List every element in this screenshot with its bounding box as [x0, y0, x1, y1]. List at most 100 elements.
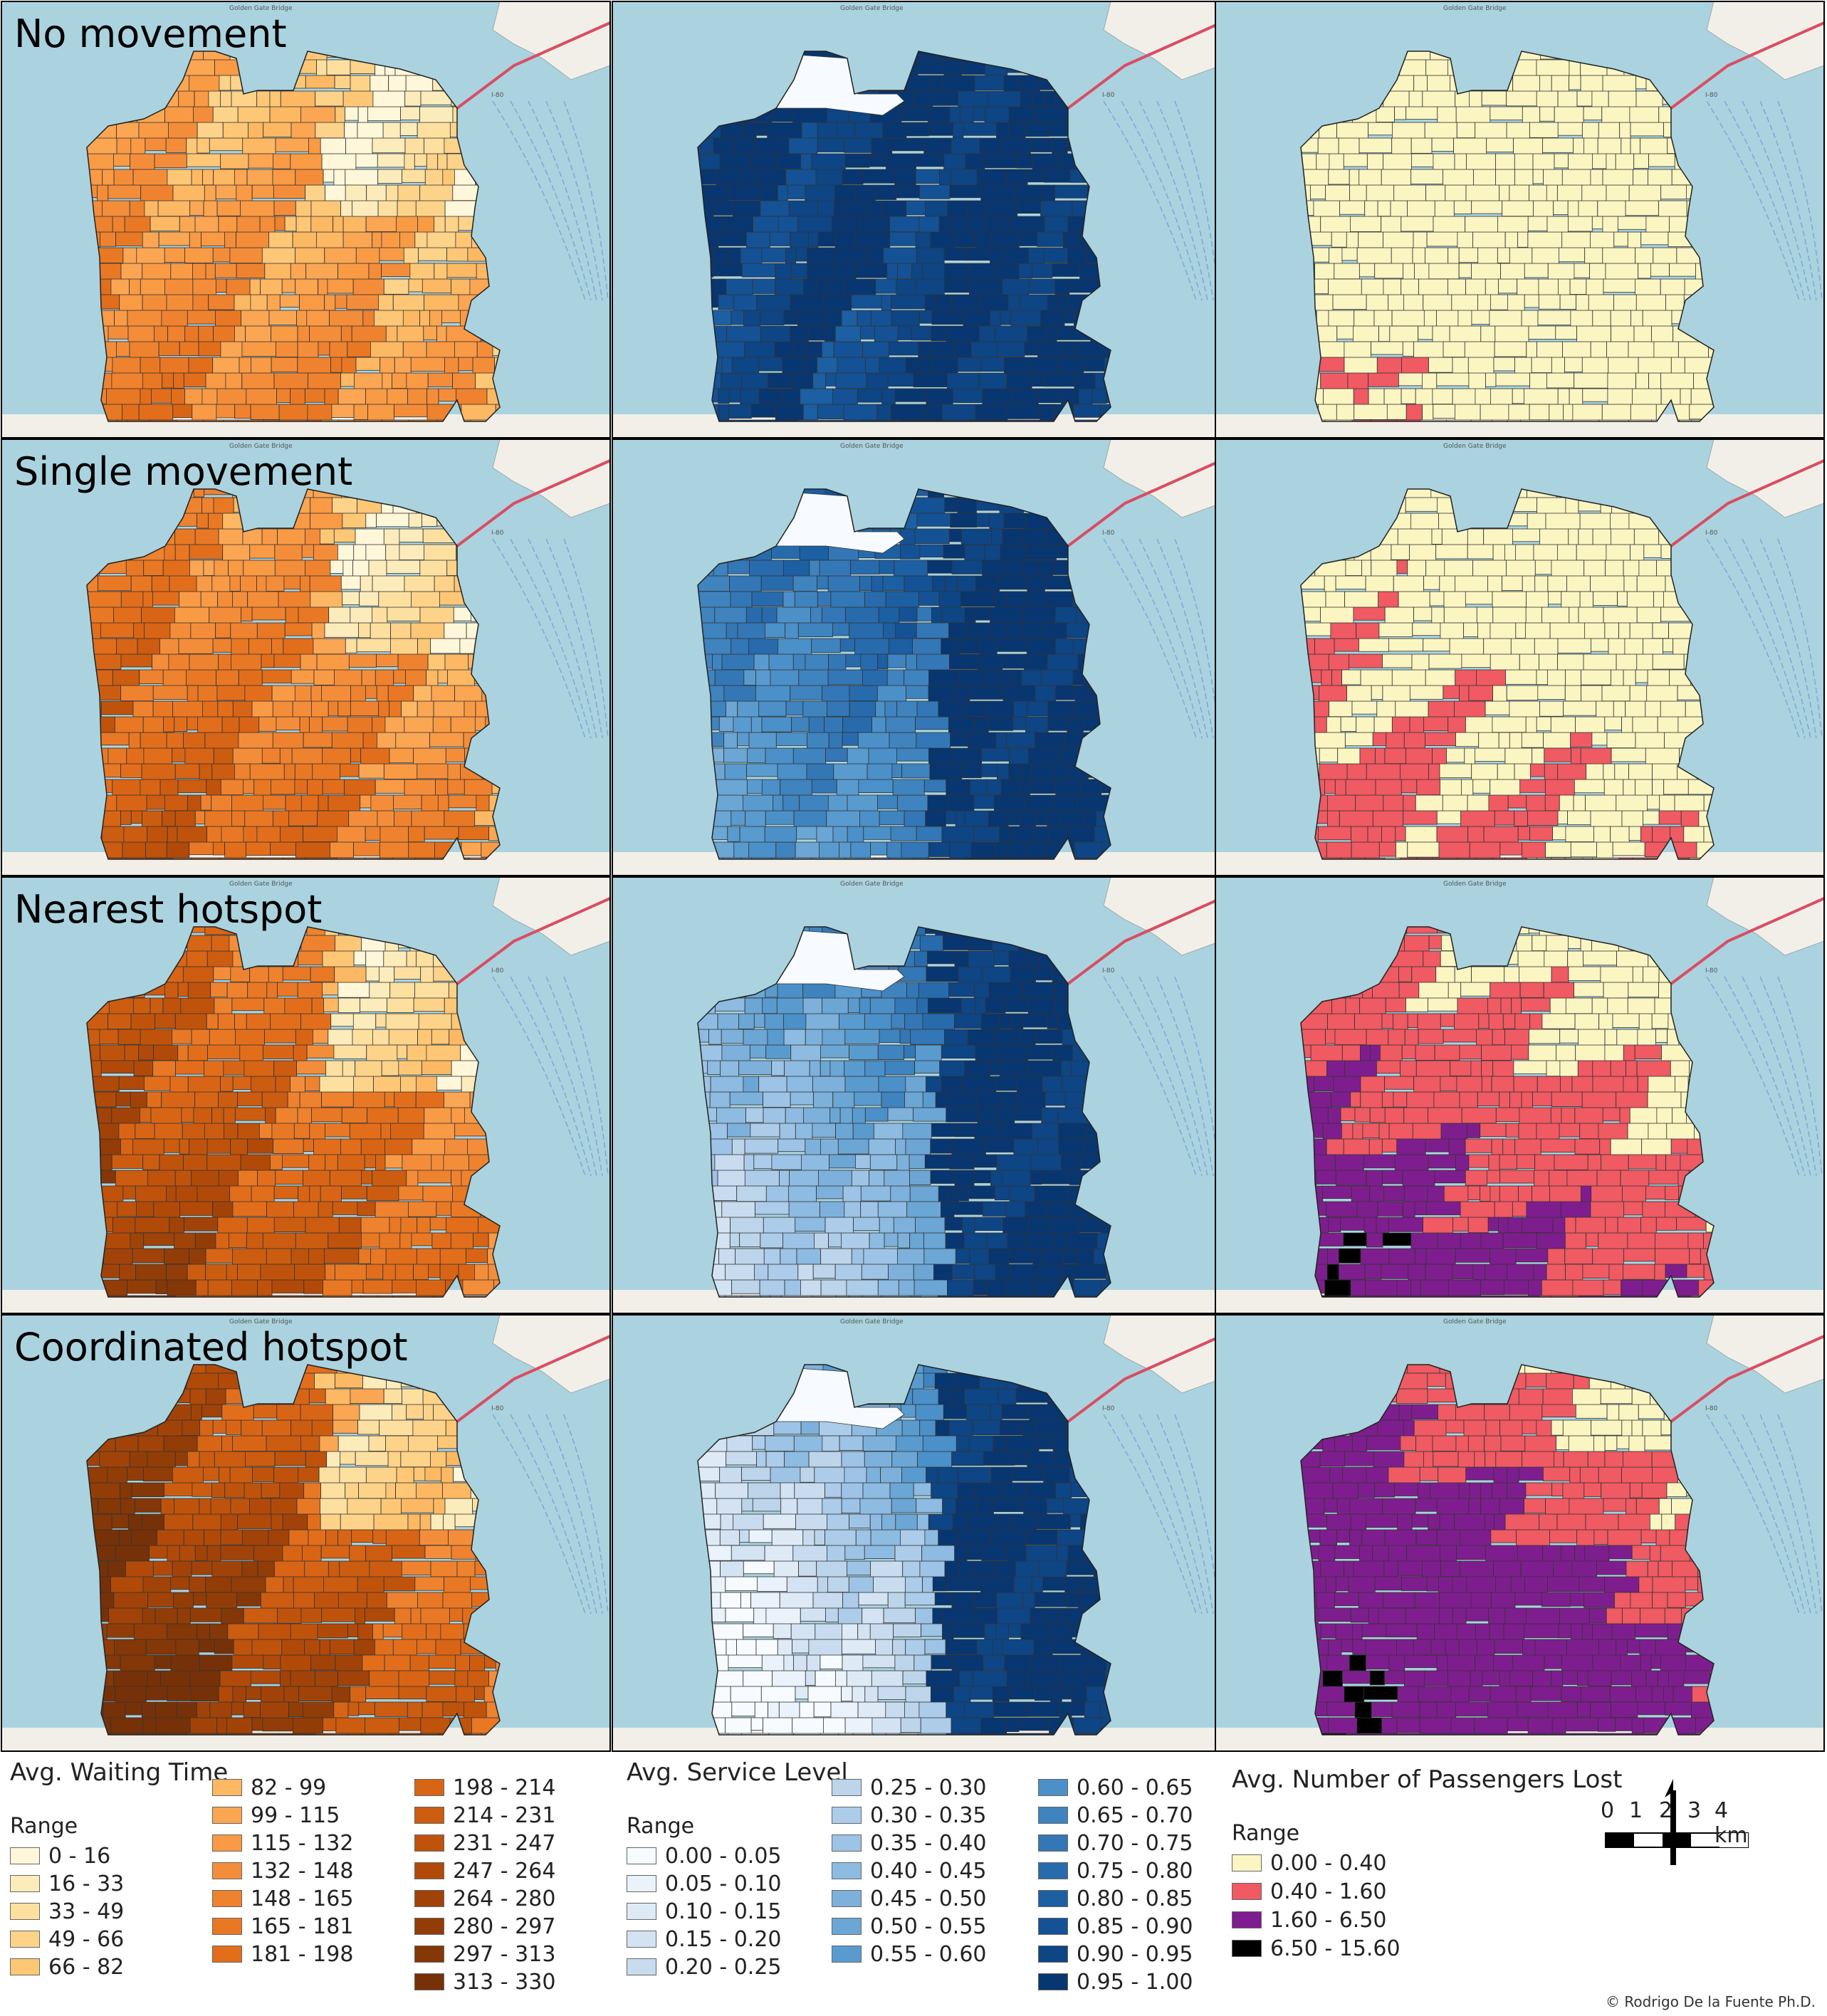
tract-polygon: [153, 1201, 181, 1218]
tract-polygon: [1324, 1279, 1351, 1297]
tract-polygon: [948, 528, 962, 542]
tract-polygon: [392, 294, 424, 313]
tract-polygon: [266, 1248, 292, 1265]
tract-polygon: [205, 1388, 226, 1405]
tract-polygon: [967, 1295, 997, 1297]
tract-polygon: [870, 841, 888, 856]
tract-polygon: [442, 1592, 473, 1610]
tract-polygon: [279, 1482, 305, 1499]
tract-polygon: [1642, 1201, 1665, 1220]
tract-polygon: [1008, 763, 1021, 782]
tract-polygon: [189, 544, 224, 560]
tract-polygon: [964, 544, 985, 562]
tract-polygon: [879, 810, 905, 826]
tract-polygon: [1331, 1091, 1351, 1108]
tract-polygon: [851, 294, 882, 309]
tract-polygon: [357, 1419, 380, 1435]
tract-polygon: [1655, 1217, 1677, 1231]
tract-polygon: [1537, 685, 1566, 700]
tract-polygon: [730, 591, 753, 610]
tract-polygon: [427, 372, 454, 387]
tract-polygon: [253, 1404, 278, 1419]
tract-polygon: [304, 388, 325, 403]
tract-polygon: [988, 716, 1014, 731]
tract-polygon: [325, 1123, 350, 1138]
tract-polygon: [993, 419, 1020, 421]
tract-polygon: [795, 1217, 826, 1232]
tract-polygon: [295, 841, 330, 859]
tract-polygon: [1592, 1248, 1624, 1265]
tract-polygon: [1635, 779, 1653, 797]
tract-polygon: [1340, 1107, 1356, 1121]
tract-polygon: [1669, 263, 1696, 277]
tract-polygon: [273, 184, 306, 199]
tract-polygon: [896, 184, 920, 199]
tract-polygon: [376, 653, 399, 668]
tract-polygon: [910, 1295, 921, 1297]
tract-polygon: [179, 341, 199, 357]
tract-polygon: [162, 372, 174, 389]
tract-polygon: [1443, 591, 1466, 609]
tract-polygon: [357, 122, 384, 141]
tract-polygon: [839, 841, 852, 859]
tract-polygon: [860, 1185, 891, 1202]
tract-polygon: [1044, 90, 1056, 107]
tract-polygon: [1317, 857, 1341, 859]
tract-polygon: [1549, 1170, 1568, 1187]
tract-polygon: [159, 1154, 184, 1171]
tract-polygon: [1052, 794, 1077, 814]
tract-polygon: [1349, 216, 1381, 232]
tract-polygon: [321, 1091, 354, 1108]
tract-polygon: [1341, 247, 1358, 261]
tract-polygon: [1492, 1029, 1505, 1046]
tract-polygon: [1330, 622, 1357, 641]
tract-polygon: [226, 278, 251, 298]
tract-polygon: [1326, 1201, 1358, 1217]
tract-polygon: [139, 1107, 152, 1123]
tract-polygon: [381, 263, 411, 277]
tract-polygon: [372, 90, 406, 108]
tract-polygon: [1524, 294, 1539, 308]
tract-polygon: [1423, 716, 1449, 732]
tract-polygon: [1648, 1170, 1679, 1185]
tract-polygon: [333, 1419, 359, 1434]
tract-polygon: [1423, 575, 1440, 590]
tract-polygon: [246, 1013, 271, 1030]
tract-polygon: [166, 841, 190, 859]
tract-polygon: [790, 1091, 815, 1106]
tract-polygon: [323, 1717, 337, 1731]
tract-polygon: [845, 607, 879, 626]
tract-polygon: [424, 826, 459, 840]
tract-polygon: [335, 1717, 365, 1735]
tract-polygon: [1030, 1170, 1042, 1185]
tract-polygon: [206, 1138, 231, 1154]
tract-polygon: [388, 75, 407, 93]
tract-polygon: [236, 216, 261, 234]
tract-polygon: [832, 622, 849, 636]
tract-polygon: [279, 419, 308, 421]
tract-polygon: [174, 1451, 188, 1466]
tract-polygon: [1539, 1295, 1551, 1297]
tract-polygon: [1365, 1279, 1398, 1296]
tract-polygon: [312, 1029, 329, 1044]
tract-polygon: [382, 1623, 403, 1638]
tract-polygon: [399, 528, 424, 542]
tract-polygon: [1037, 388, 1062, 404]
tract-polygon: [1523, 388, 1559, 405]
tract-polygon: [1508, 404, 1530, 421]
tract-polygon: [365, 857, 380, 859]
tract-polygon: [995, 325, 1028, 345]
tract-polygon: [322, 982, 339, 996]
tract-polygon: [422, 278, 451, 293]
tract-polygon: [355, 357, 381, 371]
tract-polygon: [1337, 747, 1361, 767]
tract-polygon: [293, 1123, 310, 1139]
tract-polygon: [408, 278, 423, 293]
tract-polygon: [205, 263, 216, 280]
tract-polygon: [948, 982, 975, 997]
tract-polygon: [164, 247, 186, 263]
tract-polygon: [437, 153, 448, 172]
tract-polygon: [792, 747, 827, 766]
tract-polygon: [1028, 747, 1062, 767]
tract-polygon: [1638, 263, 1651, 279]
